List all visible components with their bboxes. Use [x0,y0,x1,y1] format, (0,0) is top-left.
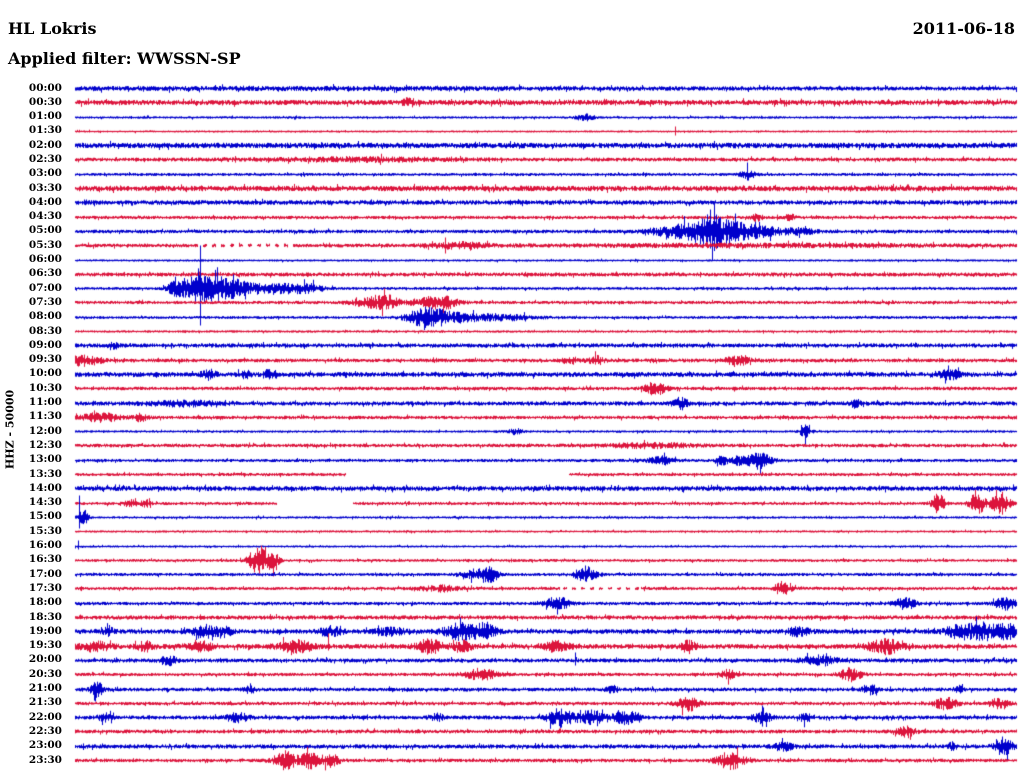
seismogram-traces-canvas [0,0,1024,780]
helicorder-page: HL Lokris 2011-06-18 Applied filter: WWS… [0,0,1024,780]
